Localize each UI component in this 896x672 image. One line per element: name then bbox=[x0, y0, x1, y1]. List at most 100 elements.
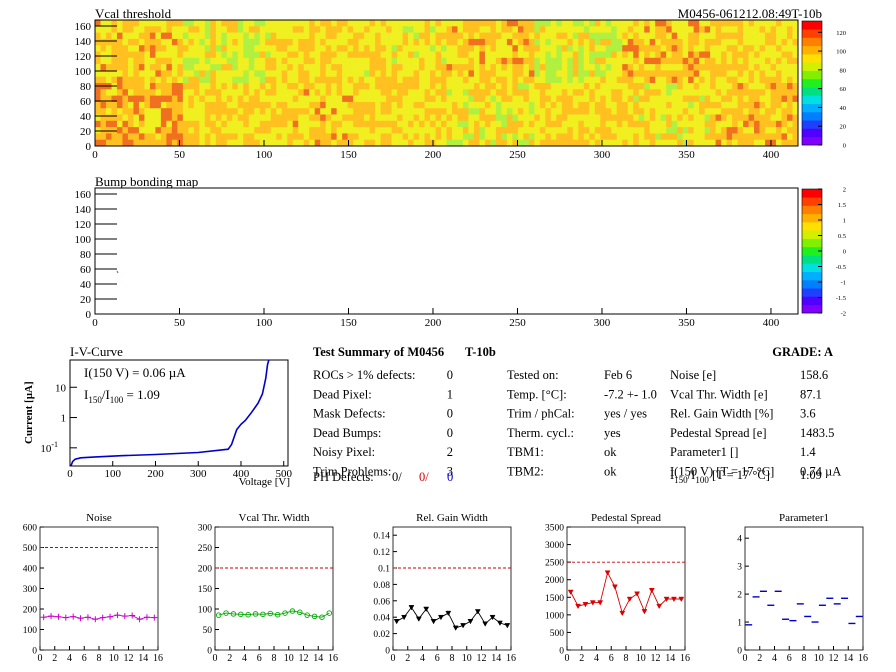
heatmap-cell bbox=[155, 114, 162, 122]
heatmap-cell bbox=[430, 51, 436, 59]
heatmap-cell bbox=[100, 108, 107, 115]
heatmap-cell bbox=[430, 38, 436, 46]
heatmap-cell bbox=[375, 101, 381, 109]
roc-x-tick-label: 14 bbox=[138, 653, 148, 664]
heatmap-cell bbox=[710, 38, 716, 46]
heatmap-cell bbox=[166, 139, 173, 147]
heatmap-cell bbox=[671, 83, 678, 90]
summary-result-value: 3.6 bbox=[800, 407, 816, 421]
heatmap-cell bbox=[792, 51, 799, 59]
summary-ratio-label: I150/I100 [T = 17 °C] bbox=[670, 468, 770, 485]
heatmap-cell bbox=[292, 76, 299, 84]
heatmap-cell bbox=[451, 139, 458, 147]
palette-band bbox=[802, 296, 822, 306]
heatmap-cell bbox=[781, 64, 788, 71]
heatmap-cell bbox=[600, 26, 607, 33]
heatmap-cell bbox=[127, 32, 134, 40]
palette-band bbox=[802, 95, 822, 104]
heatmap-cell bbox=[325, 127, 332, 134]
heatmap-cell bbox=[182, 120, 189, 128]
roc-x-tick-label: 14 bbox=[313, 653, 323, 664]
heatmap-cell bbox=[792, 108, 799, 115]
heatmap-cell bbox=[539, 51, 546, 59]
roc-x-tick-label: 10 bbox=[284, 653, 294, 664]
heatmap-cell bbox=[776, 133, 782, 140]
heatmap-cell bbox=[473, 45, 480, 52]
ph-defects-v3: 0 bbox=[447, 470, 453, 484]
roc-point bbox=[114, 612, 121, 619]
heatmap-cell bbox=[600, 76, 607, 84]
heatmap-cell bbox=[583, 83, 590, 90]
heatmap-cell bbox=[446, 127, 453, 134]
roc-point bbox=[438, 614, 444, 621]
heatmap-cell bbox=[633, 51, 640, 59]
heatmap-cell bbox=[254, 64, 261, 71]
heatmap-cell bbox=[226, 20, 233, 27]
heatmap-cell bbox=[380, 120, 387, 128]
heatmap-cell bbox=[710, 57, 716, 65]
heatmap-cell bbox=[149, 57, 156, 65]
heatmap-cell bbox=[682, 139, 689, 147]
heatmap-cell bbox=[270, 45, 277, 52]
roc-y-tick-label: 600 bbox=[23, 524, 38, 534]
heatmap-cell bbox=[111, 127, 118, 134]
heatmap-cell bbox=[765, 38, 771, 46]
heatmap-cell bbox=[704, 120, 711, 128]
heatmap-cell bbox=[435, 45, 442, 52]
heatmap-cell bbox=[199, 51, 206, 59]
heatmap-cell bbox=[556, 45, 563, 52]
heatmap-cell bbox=[188, 120, 195, 128]
palette-band bbox=[802, 62, 822, 71]
heatmap-cell bbox=[397, 76, 403, 84]
heatmap-cell bbox=[726, 45, 733, 52]
heatmap-cell bbox=[710, 26, 716, 33]
roc-point bbox=[460, 623, 466, 629]
heatmap-cell bbox=[391, 120, 398, 128]
heatmap-cell bbox=[408, 57, 414, 65]
heatmap-cell bbox=[512, 20, 519, 27]
roc-point bbox=[107, 613, 114, 620]
heatmap-cell bbox=[138, 101, 145, 109]
heatmap-cell bbox=[589, 26, 596, 33]
heatmap-cell bbox=[655, 26, 661, 33]
heatmap-cell bbox=[523, 70, 530, 77]
heatmap-cell bbox=[353, 133, 359, 140]
heatmap-cell bbox=[644, 83, 651, 90]
heatmap-cell bbox=[204, 108, 211, 115]
heatmap-cell bbox=[633, 120, 640, 128]
heatmap-cell bbox=[776, 51, 782, 59]
heatmap-cell bbox=[787, 64, 793, 71]
roc-y-tick-label: 0 bbox=[385, 647, 390, 657]
roc-chart-frame bbox=[39, 526, 159, 651]
heatmap-cell bbox=[100, 139, 107, 147]
heatmap-cell bbox=[133, 38, 140, 46]
heatmap-cell bbox=[413, 76, 420, 84]
heatmap-cell bbox=[446, 95, 453, 103]
heatmap-cell bbox=[347, 64, 354, 71]
heatmap-cell bbox=[556, 57, 563, 65]
heatmap-cell bbox=[413, 95, 420, 103]
roc-x-tick-label: 0 bbox=[391, 653, 396, 664]
heatmap-cell bbox=[671, 26, 678, 33]
heatmap-cell bbox=[655, 114, 661, 122]
heatmap-cell bbox=[105, 101, 112, 109]
heatmap-cell bbox=[430, 26, 436, 33]
heatmap-cell bbox=[633, 57, 640, 65]
heatmap-cell bbox=[457, 133, 464, 140]
heatmap-cell bbox=[666, 127, 672, 134]
heatmap-cell bbox=[446, 133, 453, 140]
heatmap-cell bbox=[638, 95, 645, 103]
heatmap-cell bbox=[704, 139, 711, 147]
heatmap-cell bbox=[732, 57, 738, 65]
heatmap-cell bbox=[254, 139, 261, 147]
heatmap-cell bbox=[501, 101, 508, 109]
heatmap-cell bbox=[556, 76, 563, 84]
heatmap-cell bbox=[704, 133, 711, 140]
palette-band bbox=[802, 197, 822, 206]
heatmap-cell bbox=[748, 57, 755, 65]
heatmap-cell bbox=[204, 139, 211, 147]
heatmap-cell bbox=[748, 89, 755, 96]
heatmap-cell bbox=[314, 95, 321, 103]
heatmap-cell bbox=[171, 64, 178, 71]
